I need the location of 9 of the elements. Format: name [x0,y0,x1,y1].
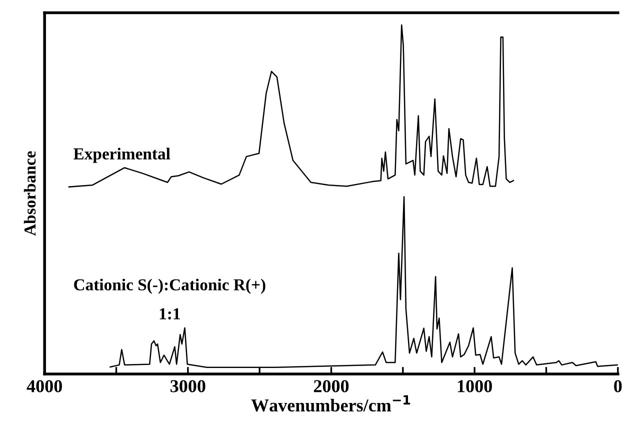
x-tick-label: 2000 [314,380,349,392]
y-axis-title: Absorbance [24,151,36,236]
x-axis-title: Wavenumbers/cm$^{−1}$ [251,395,410,412]
x-tick-label: 3000 [170,380,206,392]
series-label: Experimental [74,148,170,163]
x-tick-label: 0 [614,380,622,392]
x-tick-label: 4000 [26,380,62,392]
series-label: Cationic S(-):Cationic R(+) 1:1 [74,278,266,320]
x-tick-label: 1000 [458,380,492,392]
